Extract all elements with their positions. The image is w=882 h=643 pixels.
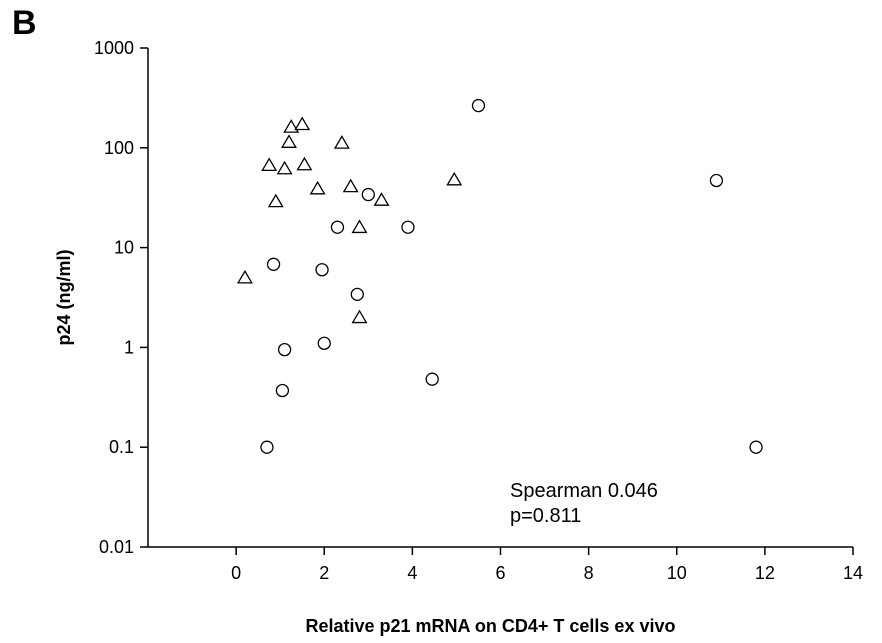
triangle-point: [236, 269, 253, 284]
triangle-point: [342, 178, 359, 193]
circle-point: [317, 336, 331, 350]
x-tick-label: 12: [755, 563, 775, 583]
circle-point: [709, 173, 724, 188]
x-tick-label: 10: [667, 563, 687, 583]
triangle-point: [276, 160, 293, 175]
x-axis-title: Relative p21 mRNA on CD4+ T cells ex viv…: [306, 616, 676, 636]
circle-point: [350, 287, 364, 302]
triangle-point: [373, 192, 390, 206]
triangle-point: [283, 119, 300, 133]
circle-point: [277, 342, 292, 357]
triangle-point: [294, 116, 311, 131]
y-tick-label: 100: [104, 138, 134, 158]
circle-point: [471, 98, 486, 113]
circle-point: [266, 257, 281, 271]
y-axis-title: p24 (ng/ml): [54, 249, 74, 345]
y-tick-label: 0.1: [109, 437, 134, 457]
y-tick-label: 1: [124, 337, 134, 357]
triangle-point: [351, 309, 368, 324]
circle-point: [275, 383, 290, 398]
triangle-point: [333, 135, 350, 149]
circle-point: [401, 220, 415, 234]
plot-area: 0.01 0.1 1 10 100 1000 0 2 4 6 8 10 12 14: [94, 38, 863, 583]
triangle-point: [296, 156, 313, 171]
x-tick-label: 4: [407, 563, 417, 583]
x-tick-label: 2: [319, 563, 329, 583]
panel-label: B: [12, 4, 37, 42]
triangle-point: [446, 171, 463, 186]
x-tick-label: 14: [843, 563, 863, 583]
x-tick-label: 8: [584, 563, 594, 583]
circle-point: [361, 187, 375, 202]
triangle-point: [309, 180, 326, 195]
spearman-annotation: Spearman 0.046: [510, 480, 658, 502]
x-tick-label: 0: [231, 563, 241, 583]
circle-point: [749, 440, 763, 454]
y-tick-label: 0.01: [99, 537, 134, 557]
circle-point: [330, 220, 345, 234]
circle-point: [260, 440, 274, 454]
y-tick-label: 10: [114, 238, 134, 258]
y-tick-label: 1000: [94, 38, 134, 58]
x-tick-label: 6: [495, 563, 505, 583]
p-value-annotation: p=0.811: [510, 505, 581, 527]
triangle-point: [261, 157, 278, 172]
circle-point: [315, 263, 329, 277]
circle-point: [425, 372, 439, 386]
triangle-point: [351, 219, 368, 234]
triangle-point: [267, 193, 284, 208]
triangle-point: [281, 134, 297, 148]
